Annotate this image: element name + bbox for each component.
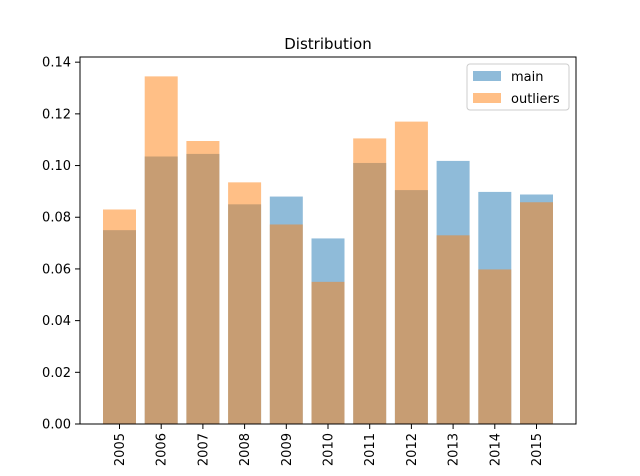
x-tick-label: 2012 [405,433,420,466]
y-axis: 0.00 0.02 0.04 0.06 0.08 0.10 0.12 0.14 [42,56,80,433]
bar-outliers-2008 [228,182,262,424]
y-tick-label: 0.06 [42,262,71,277]
x-tick-label: 2007 [196,433,211,466]
x-axis: 2005 2006 2007 2008 2009 2010 2011 2012 2013 2014… [113,424,545,466]
x-tick-label: 2006 [155,433,170,466]
legend-label-main: main [511,70,543,85]
chart-title: Distribution [284,35,372,53]
x-tick-label: 2009 [280,433,295,466]
legend-swatch-outliers [473,93,501,103]
y-tick-label: 0.00 [42,418,71,433]
bar-outliers-2005 [103,209,136,424]
legend: main outliers [466,63,570,111]
x-tick-label: 2014 [488,433,503,466]
bar-outliers-2010 [311,281,345,424]
y-tick-label: 0.14 [42,56,71,71]
bar-outliers-2009 [269,224,303,424]
y-tick-label: 0.08 [42,211,71,226]
bar-outliers-2011 [353,138,387,424]
bar-outliers-2015 [520,202,553,424]
plot-frame [79,56,577,425]
bar-outliers-2013 [436,235,470,424]
y-tick-label: 0.10 [42,159,71,174]
x-tick-label: 2005 [113,433,128,466]
x-tick-label: 2013 [447,433,462,466]
y-tick-label: 0.02 [42,366,71,381]
bar-outliers-2007 [186,141,220,424]
legend-label-outliers: outliers [511,92,560,107]
bar-outliers-2006 [144,76,178,424]
x-tick-label: 2008 [238,433,253,466]
x-tick-label: 2010 [322,433,337,466]
bars-group [103,76,553,425]
y-tick-label: 0.04 [42,314,71,329]
bar-outliers-2012 [394,121,428,425]
bar-outliers-2014 [478,269,512,424]
legend-swatch-main [473,71,501,81]
x-tick-label: 2015 [530,433,545,466]
x-tick-label: 2011 [363,433,378,466]
y-tick-label: 0.12 [42,107,71,122]
